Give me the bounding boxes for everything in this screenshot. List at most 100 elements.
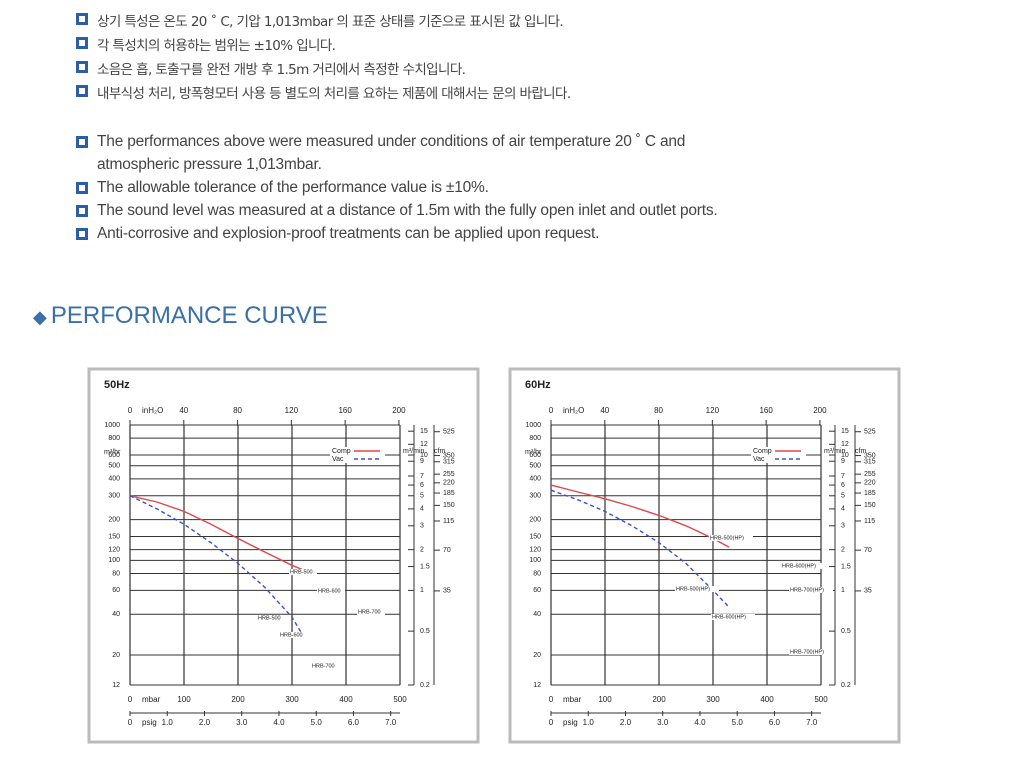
y3-tick-label: 115 — [443, 518, 454, 525]
y2-tick-label: 0.5 — [420, 628, 430, 635]
y-tick-label: 200 — [108, 516, 120, 523]
y-tick-label: 600 — [529, 452, 541, 459]
x3-tick-label: 0 — [549, 718, 554, 727]
x2-tick-label: 80 — [654, 406, 663, 415]
x3-tick-label: 1.0 — [583, 718, 595, 727]
y-axis-label: m³/hr — [104, 449, 121, 456]
x3-tick-label: 3.0 — [236, 718, 248, 727]
x3-tick-label: 4.0 — [273, 718, 285, 727]
bullet — [76, 85, 88, 97]
y2-tick-label: 15 — [420, 428, 428, 435]
x-tick-label: 100 — [598, 695, 612, 704]
y-tick-label: 600 — [108, 452, 120, 459]
y3-axis-label: cfm — [855, 448, 866, 455]
x-tick-label: 0 — [549, 695, 554, 704]
bullet — [76, 61, 88, 73]
y3-tick-label: 35 — [443, 588, 451, 595]
bullet — [76, 182, 88, 194]
y-tick-label: 300 — [529, 493, 541, 500]
y2-tick-label: 6 — [420, 482, 424, 489]
annotation: HRB-500 — [290, 569, 313, 575]
annotation-bg — [279, 632, 307, 638]
x3-tick-label: 6.0 — [769, 718, 781, 727]
y-axis-label: m³/hr — [525, 449, 542, 456]
y2-tick-label: 0.2 — [420, 682, 430, 689]
x-tick-label: 400 — [760, 695, 774, 704]
y-tick-label: 20 — [112, 652, 120, 659]
note-text: The sound level was measured at a distan… — [97, 202, 718, 219]
annotation-bg — [357, 609, 385, 615]
x-tick-label: 300 — [285, 695, 299, 704]
note-text: 각 특성치의 허용하는 범위는 ±10% 입니다. — [97, 38, 336, 54]
y-tick-label: 12 — [112, 682, 120, 689]
y3-tick-label: 35 — [864, 588, 872, 595]
y2-tick-label: 10 — [841, 452, 849, 459]
note-text: The allowable tolerance of the performan… — [97, 179, 489, 196]
x2-tick-label: 80 — [233, 406, 242, 415]
chart-title: 60Hz — [525, 379, 551, 391]
x2-tick-label: 0 — [549, 406, 554, 415]
x-tick-label: 200 — [231, 695, 245, 704]
y-tick-label: 12 — [533, 682, 541, 689]
x3-tick-label: 4.0 — [694, 718, 706, 727]
y-tick-label: 80 — [112, 570, 120, 577]
y2-tick-label: 15 — [841, 428, 849, 435]
y2-tick-label: 4 — [841, 506, 845, 513]
x2-tick-label: 40 — [179, 406, 188, 415]
section-title: ◆ PERFORMANCE CURVE — [33, 302, 328, 330]
x3-tick-label: 2.0 — [620, 718, 632, 727]
y3-tick-label: 350 — [864, 452, 876, 459]
annotation-bg — [257, 615, 285, 621]
annotation-bg — [709, 535, 753, 541]
annotation-bg — [781, 563, 825, 569]
bullet — [76, 136, 88, 148]
y2-tick-label: 3 — [420, 523, 424, 530]
y2-tick-label: 9 — [841, 458, 845, 465]
y-tick-label: 200 — [529, 516, 541, 523]
series-line — [129, 495, 309, 573]
annotation: HRB-600(HP) — [782, 563, 816, 569]
legend-label: Vac — [332, 456, 344, 463]
annotation-bg — [789, 587, 833, 593]
y-tick-label: 400 — [108, 476, 120, 483]
y2-tick-label: 1 — [841, 587, 845, 594]
x2-tick-label: 120 — [285, 406, 299, 415]
diamond-icon: ◆ — [33, 307, 47, 327]
annotation-bg — [311, 663, 339, 669]
y2-tick-label: 12 — [841, 441, 849, 448]
annotation-bg — [789, 649, 833, 655]
x-axis-label: mbar — [563, 695, 582, 704]
y2-tick-label: 10 — [420, 452, 428, 459]
y2-tick-label: 9 — [420, 458, 424, 465]
x2-tick-label: 120 — [706, 406, 720, 415]
x2-axis-label: inH₂O — [142, 406, 163, 415]
y3-tick-label: 315 — [443, 459, 455, 466]
y-tick-label: 400 — [529, 476, 541, 483]
legend-label: Comp — [332, 448, 351, 455]
annotation: HRB-700 — [358, 609, 381, 615]
y3-tick-label: 185 — [443, 490, 455, 497]
annotation: HRB-600 — [318, 588, 341, 594]
y-tick-label: 500 — [108, 463, 120, 470]
annotation-bg — [317, 588, 345, 594]
y2-tick-label: 4 — [420, 506, 424, 513]
y3-tick-label: 70 — [443, 547, 451, 554]
y3-tick-label: 150 — [443, 502, 455, 509]
y3-tick-label: 150 — [864, 502, 876, 509]
y2-tick-label: 1 — [420, 587, 424, 594]
legend-label: Comp — [753, 448, 772, 455]
x2-axis-label: inH₂O — [563, 406, 584, 415]
x-tick-label: 0 — [128, 695, 133, 704]
y3-tick-label: 70 — [864, 547, 872, 554]
y-tick-label: 60 — [533, 587, 541, 594]
y2-tick-label: 7 — [841, 473, 845, 480]
annotation: HRB-700(HP) — [790, 587, 824, 593]
annotation: HRB-500(HP) — [710, 535, 744, 541]
y2-tick-label: 0.5 — [841, 628, 851, 635]
note-text: atmospheric pressure 1,013mbar. — [97, 156, 322, 173]
series-line — [129, 495, 304, 636]
x3-tick-label: 5.0 — [311, 718, 323, 727]
x3-tick-label: 3.0 — [657, 718, 669, 727]
x3-axis-label: psig — [142, 718, 157, 727]
